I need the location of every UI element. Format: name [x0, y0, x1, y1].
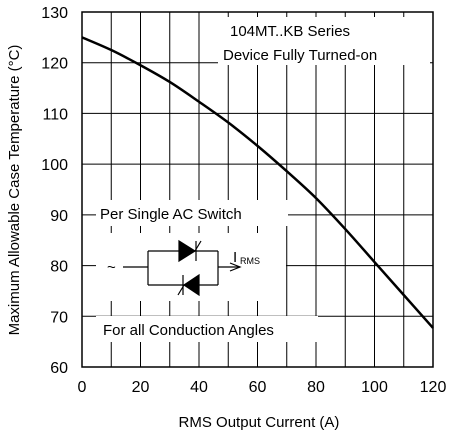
- series-line-104mt-kb: [81, 36, 434, 329]
- x-tick-label: 100: [361, 379, 388, 396]
- y-tick-label: 120: [41, 56, 68, 73]
- x-tick-labels: 0 20 40 60 80 100 120: [78, 379, 447, 396]
- y-tick-label: 60: [50, 360, 68, 377]
- note-bottom: For all Conduction Angles: [103, 322, 274, 339]
- source-symbol: ~: [107, 259, 116, 276]
- y-axis-title: Maximum Allowable Case Temperature (°C): [6, 45, 23, 336]
- series-label-line2: Device Fully Turned-on: [223, 47, 377, 64]
- plot-frame: [81, 11, 434, 368]
- y-tick-label: 90: [50, 208, 68, 225]
- thyristor-top-gate: [194, 240, 202, 252]
- x-tick-label: 80: [307, 379, 325, 396]
- x-tick-label: 20: [132, 379, 150, 396]
- y-tick-label: 80: [50, 259, 68, 276]
- current-subscript: RMS: [240, 256, 260, 266]
- y-tick-label: 100: [41, 157, 68, 174]
- series-label-box: [218, 17, 430, 65]
- current-symbol: I: [233, 249, 237, 266]
- x-tick-label: 120: [420, 379, 447, 396]
- x-tick-label: 0: [78, 379, 87, 396]
- current-arrow-icon: [229, 262, 242, 272]
- y-tick-label: 130: [41, 5, 68, 22]
- ac-switch-schematic: [123, 239, 242, 297]
- x-tick-label: 40: [190, 379, 208, 396]
- thyristor-top-icon: [178, 239, 197, 263]
- thyristor-bottom-icon: [182, 273, 200, 297]
- note-top-box: [96, 200, 288, 226]
- thyristor-bottom-gate: [177, 284, 185, 296]
- y-tick-label: 70: [50, 309, 68, 326]
- y-tick-labels: 60 70 80 90 100 110 120 130: [41, 5, 68, 377]
- x-axis-title: RMS Output Current (A): [179, 414, 340, 431]
- y-tick-label: 110: [42, 106, 68, 123]
- series-label-line1: 104MT..KB Series: [230, 23, 350, 40]
- grid: [82, 12, 433, 367]
- note-bottom-box: [96, 316, 318, 342]
- note-top: Per Single AC Switch: [100, 206, 242, 223]
- x-tick-label: 60: [249, 379, 267, 396]
